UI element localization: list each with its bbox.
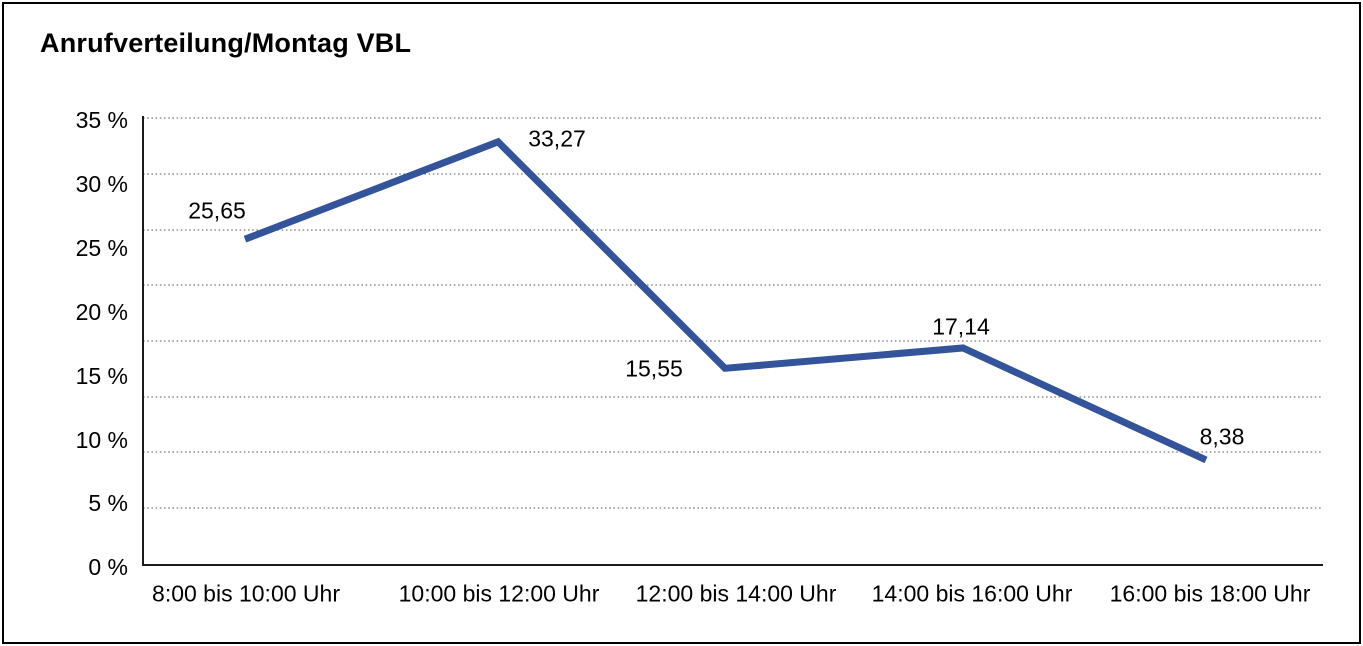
y-tick-label: 30 % (75, 171, 128, 197)
y-tick-label: 20 % (75, 299, 128, 325)
y-tick-label: 25 % (75, 235, 128, 261)
chart-title: Anrufverteilung/Montag VBL (40, 28, 412, 58)
y-tick-label: 0 % (88, 554, 128, 580)
x-tick-label: 14:00 bis 16:00 Uhr (871, 580, 1073, 607)
data-line-series (243, 137, 1208, 464)
data-point-value-label: 17,14 (932, 313, 990, 340)
data-point-value-label: 15,55 (625, 355, 683, 382)
x-tick-label: 16:00 bis 18:00 Uhr (1109, 580, 1311, 607)
data-point-value-label: 33,27 (528, 125, 586, 152)
x-tick-label: 12:00 bis 14:00 Uhr (635, 580, 837, 607)
y-tick-label: 5 % (88, 490, 128, 516)
data-point-value-label: 8,38 (1199, 423, 1245, 450)
y-tick-label: 10 % (75, 427, 128, 453)
y-tick-label: 15 % (75, 363, 128, 389)
x-tick-label: 8:00 bis 10:00 Uhr (152, 580, 340, 607)
data-point-value-label: 25,65 (188, 197, 246, 224)
x-tick-label: 10:00 bis 12:00 Uhr (398, 580, 600, 607)
y-tick-label: 35 % (75, 107, 128, 133)
